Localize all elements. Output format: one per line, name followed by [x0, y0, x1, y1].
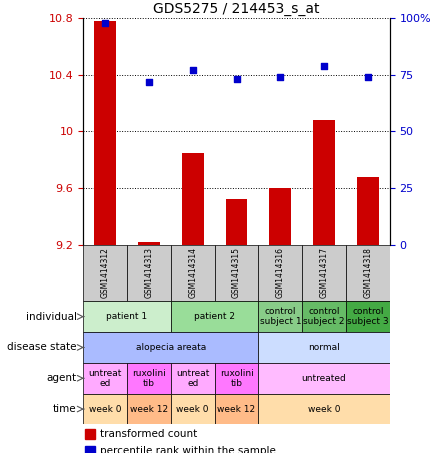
Text: percentile rank within the sample: percentile rank within the sample: [100, 446, 276, 453]
Bar: [226, 199, 247, 245]
Text: week 12: week 12: [217, 405, 256, 414]
Bar: [258, 394, 390, 424]
Bar: [83, 394, 127, 424]
Text: GSM1414316: GSM1414316: [276, 247, 285, 299]
Text: control
subject 1: control subject 1: [259, 307, 301, 326]
Bar: [171, 301, 258, 332]
Bar: [258, 363, 390, 394]
Text: week 0: week 0: [177, 405, 209, 414]
Text: GSM1414317: GSM1414317: [320, 247, 328, 299]
Text: alopecia areata: alopecia areata: [136, 343, 206, 352]
Bar: [127, 394, 171, 424]
Text: GSM1414314: GSM1414314: [188, 247, 197, 299]
Text: agent: agent: [46, 373, 77, 383]
Text: week 12: week 12: [130, 405, 168, 414]
Bar: [346, 301, 390, 332]
Bar: [346, 245, 390, 301]
Bar: [83, 332, 258, 363]
Point: [189, 67, 196, 74]
Text: normal: normal: [308, 343, 340, 352]
Text: GSM1414313: GSM1414313: [145, 247, 153, 299]
Bar: [313, 120, 335, 245]
Bar: [302, 301, 346, 332]
Bar: [215, 245, 258, 301]
Bar: [83, 363, 127, 394]
Bar: [171, 363, 215, 394]
Bar: [357, 177, 379, 245]
Bar: [215, 394, 258, 424]
Text: ruxolini
tib: ruxolini tib: [219, 369, 254, 388]
Text: patient 1: patient 1: [106, 312, 148, 321]
Bar: [171, 394, 215, 424]
Text: control
subject 3: control subject 3: [347, 307, 389, 326]
Text: GSM1414315: GSM1414315: [232, 247, 241, 299]
Bar: [85, 429, 95, 439]
Text: week 0: week 0: [89, 405, 121, 414]
Bar: [83, 245, 127, 301]
Text: patient 2: patient 2: [194, 312, 235, 321]
Bar: [215, 363, 258, 394]
Text: GSM1414318: GSM1414318: [364, 247, 372, 299]
Bar: [269, 188, 291, 245]
Point: [233, 76, 240, 83]
Bar: [138, 242, 160, 245]
Bar: [127, 363, 171, 394]
Bar: [182, 153, 204, 245]
Text: transformed count: transformed count: [100, 429, 198, 439]
Text: untreat
ed: untreat ed: [88, 369, 122, 388]
Point: [145, 78, 152, 85]
Bar: [85, 446, 95, 453]
Point: [364, 73, 371, 81]
Bar: [171, 245, 215, 301]
Text: time: time: [53, 404, 77, 414]
Text: control
subject 2: control subject 2: [304, 307, 345, 326]
Bar: [83, 301, 171, 332]
Bar: [302, 245, 346, 301]
Text: untreat
ed: untreat ed: [176, 369, 209, 388]
Bar: [94, 21, 116, 245]
Point: [321, 62, 328, 69]
Title: GDS5275 / 214453_s_at: GDS5275 / 214453_s_at: [153, 2, 320, 16]
Bar: [127, 245, 171, 301]
Text: week 0: week 0: [308, 405, 340, 414]
Point: [277, 73, 284, 81]
Text: disease state: disease state: [7, 342, 77, 352]
Text: ruxolini
tib: ruxolini tib: [132, 369, 166, 388]
Text: untreated: untreated: [302, 374, 346, 383]
Point: [102, 19, 109, 26]
Text: individual: individual: [26, 312, 77, 322]
Bar: [258, 332, 390, 363]
Text: GSM1414312: GSM1414312: [101, 247, 110, 299]
Bar: [258, 245, 302, 301]
Bar: [258, 301, 302, 332]
